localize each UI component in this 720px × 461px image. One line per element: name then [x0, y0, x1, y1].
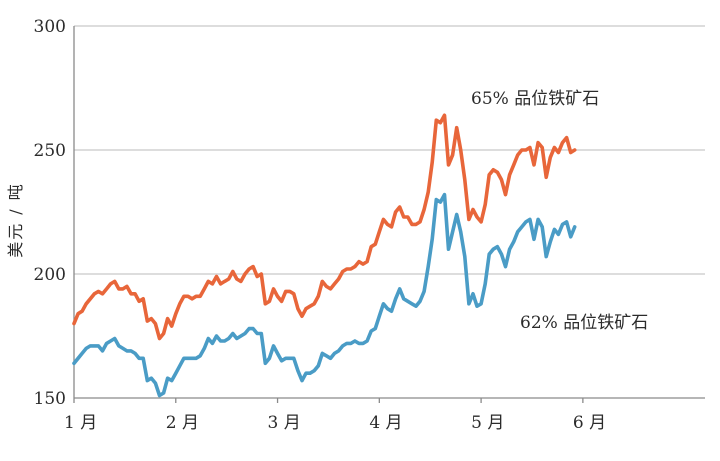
- y-tick-label-300: 300: [34, 17, 66, 37]
- series-lines: [72, 113, 577, 398]
- x-tick-label-5: 5 月: [471, 413, 504, 433]
- series-label-fe65: 65% 品位铁矿石: [471, 89, 599, 109]
- x-tick-label-4: 4 月: [369, 413, 402, 433]
- x-tick-label-6: 6 月: [573, 413, 606, 433]
- y-tick-label-150: 150: [34, 389, 66, 409]
- y-tick-label-200: 200: [34, 265, 66, 285]
- axes: [73, 26, 705, 403]
- grid-lines: [74, 25, 705, 275]
- x-tick-label-1: 1 月: [64, 413, 97, 433]
- labels: 150 200 250 300 1 月 2 月 3 月 4 月 5 月 6 月 美元 / 吨 65% …: [6, 17, 648, 433]
- series-line-fe65: [72, 113, 577, 341]
- y-tick-label-250: 250: [34, 141, 66, 161]
- y-axis-label: 美元 / 吨: [6, 182, 25, 258]
- x-tick-label-3: 3 月: [268, 413, 301, 433]
- x-tick-label-2: 2 月: [166, 413, 199, 433]
- series-line-fe62: [72, 192, 577, 398]
- series-label-fe62: 62% 品位铁矿石: [520, 313, 648, 333]
